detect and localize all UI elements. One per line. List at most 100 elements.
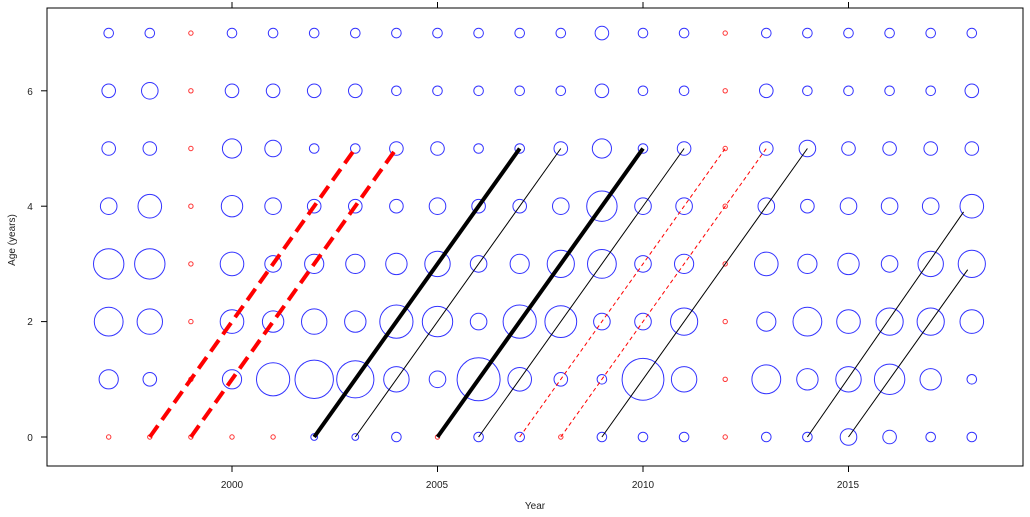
bubble-2011-age-4 xyxy=(675,197,693,215)
bubble-2018-age-1 xyxy=(966,374,978,385)
bubble-2014-age-2 xyxy=(792,306,823,337)
bubble-2004-age-7 xyxy=(391,27,402,39)
bubble-2011-age-5 xyxy=(676,141,692,156)
bubble-2008-age-2 xyxy=(544,305,578,339)
bubble-1997-age-1 xyxy=(98,369,119,390)
bubble-1999-age-3 xyxy=(188,261,194,267)
bubble-2002-age-4 xyxy=(306,198,322,214)
bubble-2012-age-1 xyxy=(722,376,728,382)
bubble-2008-age-1 xyxy=(553,372,569,387)
bubble-2016-age-5 xyxy=(882,141,897,156)
bubble-2000-age-3 xyxy=(219,251,245,277)
cohort-line-2 xyxy=(312,147,522,439)
bubble-2012-age-0 xyxy=(722,434,728,440)
bubble-2009-age-3 xyxy=(587,249,617,279)
bubble-1997-age-2 xyxy=(93,306,124,337)
bubble-2007-age-3 xyxy=(509,253,530,274)
bubble-2011-age-7 xyxy=(678,27,690,39)
bubble-2013-age-4 xyxy=(757,197,776,215)
bubble-2015-age-3 xyxy=(837,252,860,276)
bubble-2013-age-1 xyxy=(751,364,782,395)
bubble-2013-age-2 xyxy=(756,311,777,332)
bubble-2005-age-5 xyxy=(430,141,445,156)
bubble-2004-age-0 xyxy=(391,431,402,443)
bubble-1997-age-7 xyxy=(103,27,114,39)
bubble-2000-age-6 xyxy=(224,83,240,99)
bubble-1999-age-2 xyxy=(188,318,194,325)
cohort-line-layer xyxy=(148,147,969,439)
bubble-2007-age-0 xyxy=(514,431,526,443)
bubble-2014-age-6 xyxy=(802,85,813,97)
bubble-2002-age-5 xyxy=(308,143,320,154)
bubble-1999-age-6 xyxy=(188,88,194,94)
bubble-2000-age-5 xyxy=(221,138,243,159)
bubble-1999-age-5 xyxy=(188,145,194,152)
bubble-2006-age-2 xyxy=(469,312,488,331)
bubble-2015-age-0 xyxy=(839,428,858,446)
bubble-2014-age-0 xyxy=(802,431,813,443)
bubble-2006-age-4 xyxy=(471,198,486,214)
plot-frame xyxy=(46,7,1024,467)
bubble-1998-age-3 xyxy=(134,248,166,280)
cohort-line-8 xyxy=(601,148,808,438)
bubble-2008-age-7 xyxy=(555,27,567,39)
bubble-1998-age-2 xyxy=(136,308,164,335)
bubble-2005-age-4 xyxy=(428,197,447,215)
bubble-2015-age-2 xyxy=(836,309,861,334)
cohort-line-6 xyxy=(519,148,726,438)
bubble-2015-age-7 xyxy=(843,27,854,39)
y-tick-label-0: 0 xyxy=(27,433,33,444)
bubble-2017-age-6 xyxy=(925,85,937,97)
bubble-2001-age-2 xyxy=(261,310,285,333)
bubble-2005-age-7 xyxy=(432,27,443,39)
bubble-2015-age-4 xyxy=(839,197,858,215)
bubble-2003-age-4 xyxy=(348,198,363,214)
bubble-2005-age-2 xyxy=(421,305,454,338)
bubble-1997-age-3 xyxy=(93,248,125,280)
x-tick-label-2015: 2015 xyxy=(837,480,860,491)
y-axis-title: Age (years) xyxy=(7,214,18,266)
axis-ticks xyxy=(41,2,849,472)
bubble-2007-age-4 xyxy=(512,198,528,214)
cohort-line-5 xyxy=(478,148,685,438)
bubble-2018-age-3 xyxy=(957,249,986,278)
bubble-2002-age-6 xyxy=(306,83,322,99)
bubble-2014-age-1 xyxy=(796,368,819,391)
bubble-1998-age-7 xyxy=(144,27,156,39)
bubble-2011-age-2 xyxy=(670,307,699,336)
bubble-2014-age-5 xyxy=(798,139,817,158)
bubble-2006-age-1 xyxy=(456,357,501,402)
y-tick-label-2: 2 xyxy=(27,317,33,328)
bubble-2003-age-5 xyxy=(350,143,361,154)
bubble-2014-age-7 xyxy=(802,27,813,39)
bubble-2001-age-0 xyxy=(270,434,276,440)
bubble-2017-age-4 xyxy=(921,197,940,215)
bubble-2004-age-2 xyxy=(379,304,414,339)
bubble-2016-age-1 xyxy=(873,363,906,395)
bubble-2011-age-3 xyxy=(674,253,695,274)
bubble-2013-age-0 xyxy=(761,431,772,443)
bubble-2000-age-2 xyxy=(219,309,245,334)
bubble-2009-age-4 xyxy=(586,190,618,222)
bubble-2004-age-4 xyxy=(389,198,404,214)
x-tick-label-2010: 2010 xyxy=(632,480,655,491)
bubble-2007-age-1 xyxy=(507,367,533,392)
bubble-2001-age-6 xyxy=(265,83,281,99)
bubble-2002-age-2 xyxy=(301,308,328,335)
bubble-2009-age-6 xyxy=(594,83,610,99)
x-tick-label-2005: 2005 xyxy=(426,480,449,491)
bubble-2003-age-6 xyxy=(348,83,363,99)
bubble-2008-age-5 xyxy=(553,141,569,156)
bubble-2016-age-6 xyxy=(884,85,895,97)
bubble-2002-age-7 xyxy=(308,27,320,39)
bubble-2009-age-0 xyxy=(596,431,608,443)
bubble-1997-age-5 xyxy=(101,141,116,156)
bubble-1998-age-6 xyxy=(141,82,159,100)
bubble-1998-age-5 xyxy=(142,141,158,156)
x-tick-label-2000: 2000 xyxy=(221,480,244,491)
bubble-2003-age-0 xyxy=(351,433,360,441)
bubble-2000-age-4 xyxy=(220,195,244,218)
y-tick-label-4: 4 xyxy=(27,202,33,213)
bubble-2006-age-3 xyxy=(469,255,488,273)
bubble-1998-age-1 xyxy=(142,372,158,387)
